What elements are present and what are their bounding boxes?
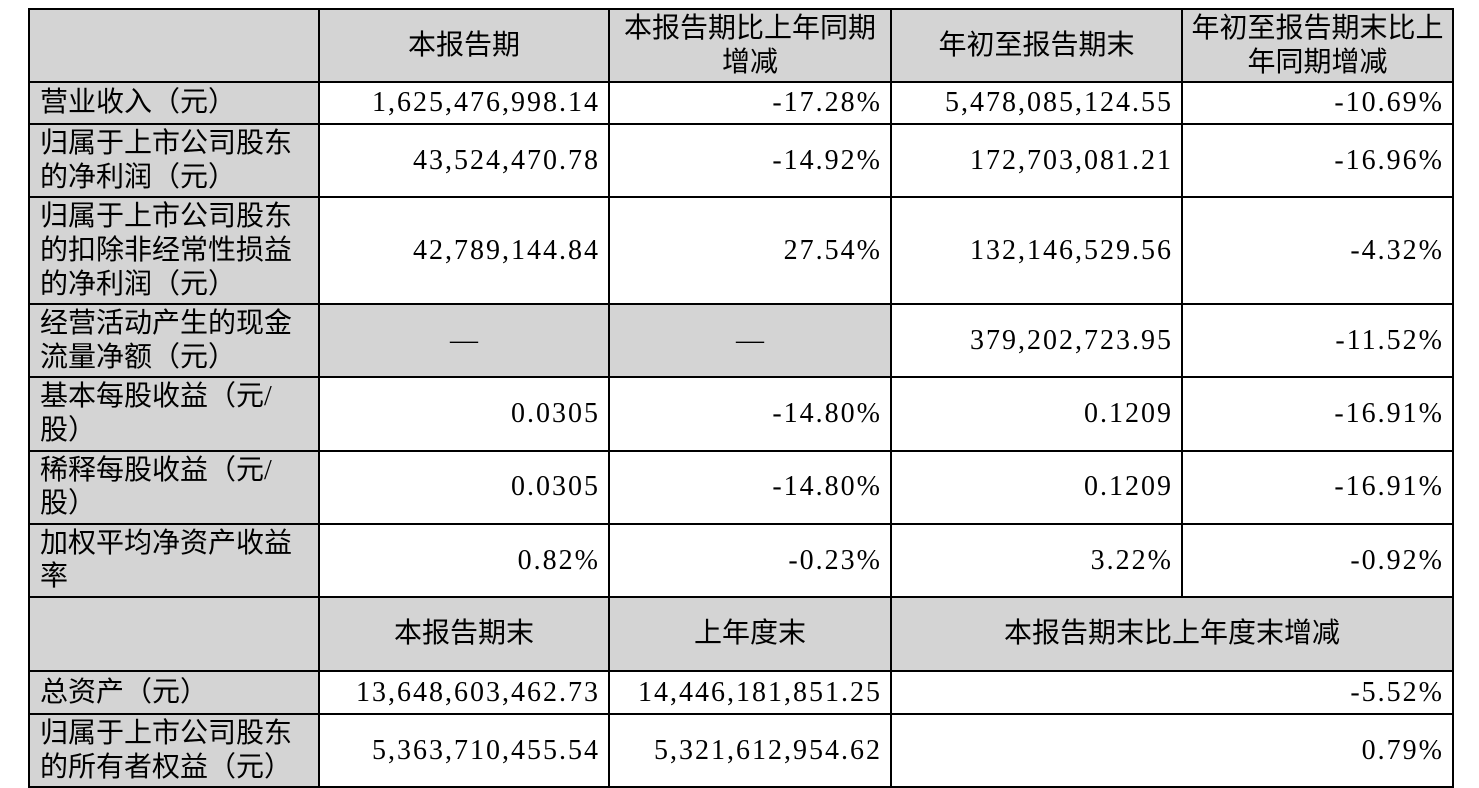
value-cell: 3.22% (890, 522, 1183, 598)
empty-dash-cell: — (318, 303, 610, 379)
value-cell: -0.23% (608, 522, 892, 598)
row-label: 营业收入（元） (28, 81, 320, 126)
value-cell: 13,648,603,462.73 (318, 669, 610, 715)
row-label: 总资产（元） (28, 669, 320, 715)
table-row-operating-revenue: 营业收入（元） 1,625,476,998.14 -17.28% 5,478,0… (28, 81, 1454, 126)
table-row-net-profit: 归属于上市公司股东的净利润（元） 43,524,470.78 -14.92% 1… (28, 123, 1454, 199)
header-cell-current-period: 本报告期 (318, 7, 610, 84)
value-cell: 0.1209 (890, 376, 1183, 452)
header-row-period-end: 本报告期末 上年度末 本报告期末比上年度末增减 (28, 595, 1454, 672)
table-row-weighted-avg-roe: 加权平均净资产收益率 0.82% -0.23% 3.22% -0.92% (28, 522, 1454, 598)
row-label: 归属于上市公司股东的扣除非经常性损益的净利润（元） (28, 196, 320, 306)
value-cell: -17.28% (608, 81, 892, 126)
value-cell: 5,478,085,124.55 (890, 81, 1183, 126)
header-cell-end-of-last-year: 上年度末 (608, 595, 892, 672)
value-cell: 43,524,470.78 (318, 123, 610, 199)
row-label: 经营活动产生的现金流量净额（元） (28, 303, 320, 379)
value-cell: -11.52% (1181, 303, 1454, 379)
value-cell: 0.79% (890, 712, 1454, 788)
value-cell: 172,703,081.21 (890, 123, 1183, 199)
value-cell: -16.91% (1181, 449, 1454, 525)
header-cell-end-of-period: 本报告期末 (318, 595, 610, 672)
header-cell-period-end-change: 本报告期末比上年度末增减 (890, 595, 1454, 672)
value-cell: -14.92% (608, 123, 892, 199)
header-cell-current-period-yoy-change: 本报告期比上年同期增减 (608, 7, 892, 84)
header-cell-blank (28, 595, 320, 672)
value-cell: 379,202,723.95 (890, 303, 1183, 379)
value-cell: 1,625,476,998.14 (318, 81, 610, 126)
value-cell: -0.92% (1181, 522, 1454, 598)
row-label: 稀释每股收益（元/股） (28, 449, 320, 525)
header-cell-year-to-date: 年初至报告期末 (890, 7, 1183, 84)
header-cell-blank (28, 7, 320, 84)
value-cell: -16.91% (1181, 376, 1454, 452)
row-label: 基本每股收益（元/股） (28, 376, 320, 452)
header-cell-year-to-date-yoy-change: 年初至报告期末比上年同期增减 (1181, 7, 1454, 84)
header-row-period: 本报告期 本报告期比上年同期增减 年初至报告期末 年初至报告期末比上年同期增减 (28, 7, 1454, 84)
table-row-basic-eps: 基本每股收益（元/股） 0.0305 -14.80% 0.1209 -16.91… (28, 376, 1454, 452)
value-cell: -4.32% (1181, 196, 1454, 306)
value-cell: -5.52% (890, 669, 1454, 715)
table-row-owners-equity: 归属于上市公司股东的所有者权益（元） 5,363,710,455.54 5,32… (28, 712, 1454, 788)
value-cell: 132,146,529.56 (890, 196, 1183, 306)
value-cell: 42,789,144.84 (318, 196, 610, 306)
value-cell: 5,363,710,455.54 (318, 712, 610, 788)
row-label: 归属于上市公司股东的净利润（元） (28, 123, 320, 199)
value-cell: -10.69% (1181, 81, 1454, 126)
value-cell: 0.1209 (890, 449, 1183, 525)
financial-summary-table: 本报告期 本报告期比上年同期增减 年初至报告期末 年初至报告期末比上年同期增减 … (28, 7, 1454, 788)
value-cell: -14.80% (608, 376, 892, 452)
row-label: 加权平均净资产收益率 (28, 522, 320, 598)
value-cell: 0.0305 (318, 376, 610, 452)
value-cell: 27.54% (608, 196, 892, 306)
value-cell: 0.82% (318, 522, 610, 598)
value-cell: 5,321,612,954.62 (608, 712, 892, 788)
table-row-operating-cash-flow: 经营活动产生的现金流量净额（元） — — 379,202,723.95 -11.… (28, 303, 1454, 379)
empty-dash-cell: — (608, 303, 892, 379)
value-cell: 0.0305 (318, 449, 610, 525)
table-row-net-profit-excl-nonrecurring: 归属于上市公司股东的扣除非经常性损益的净利润（元） 42,789,144.84 … (28, 196, 1454, 306)
value-cell: -14.80% (608, 449, 892, 525)
table-row-diluted-eps: 稀释每股收益（元/股） 0.0305 -14.80% 0.1209 -16.91… (28, 449, 1454, 525)
table-row-total-assets: 总资产（元） 13,648,603,462.73 14,446,181,851.… (28, 669, 1454, 715)
row-label: 归属于上市公司股东的所有者权益（元） (28, 712, 320, 788)
value-cell: -16.96% (1181, 123, 1454, 199)
value-cell: 14,446,181,851.25 (608, 669, 892, 715)
